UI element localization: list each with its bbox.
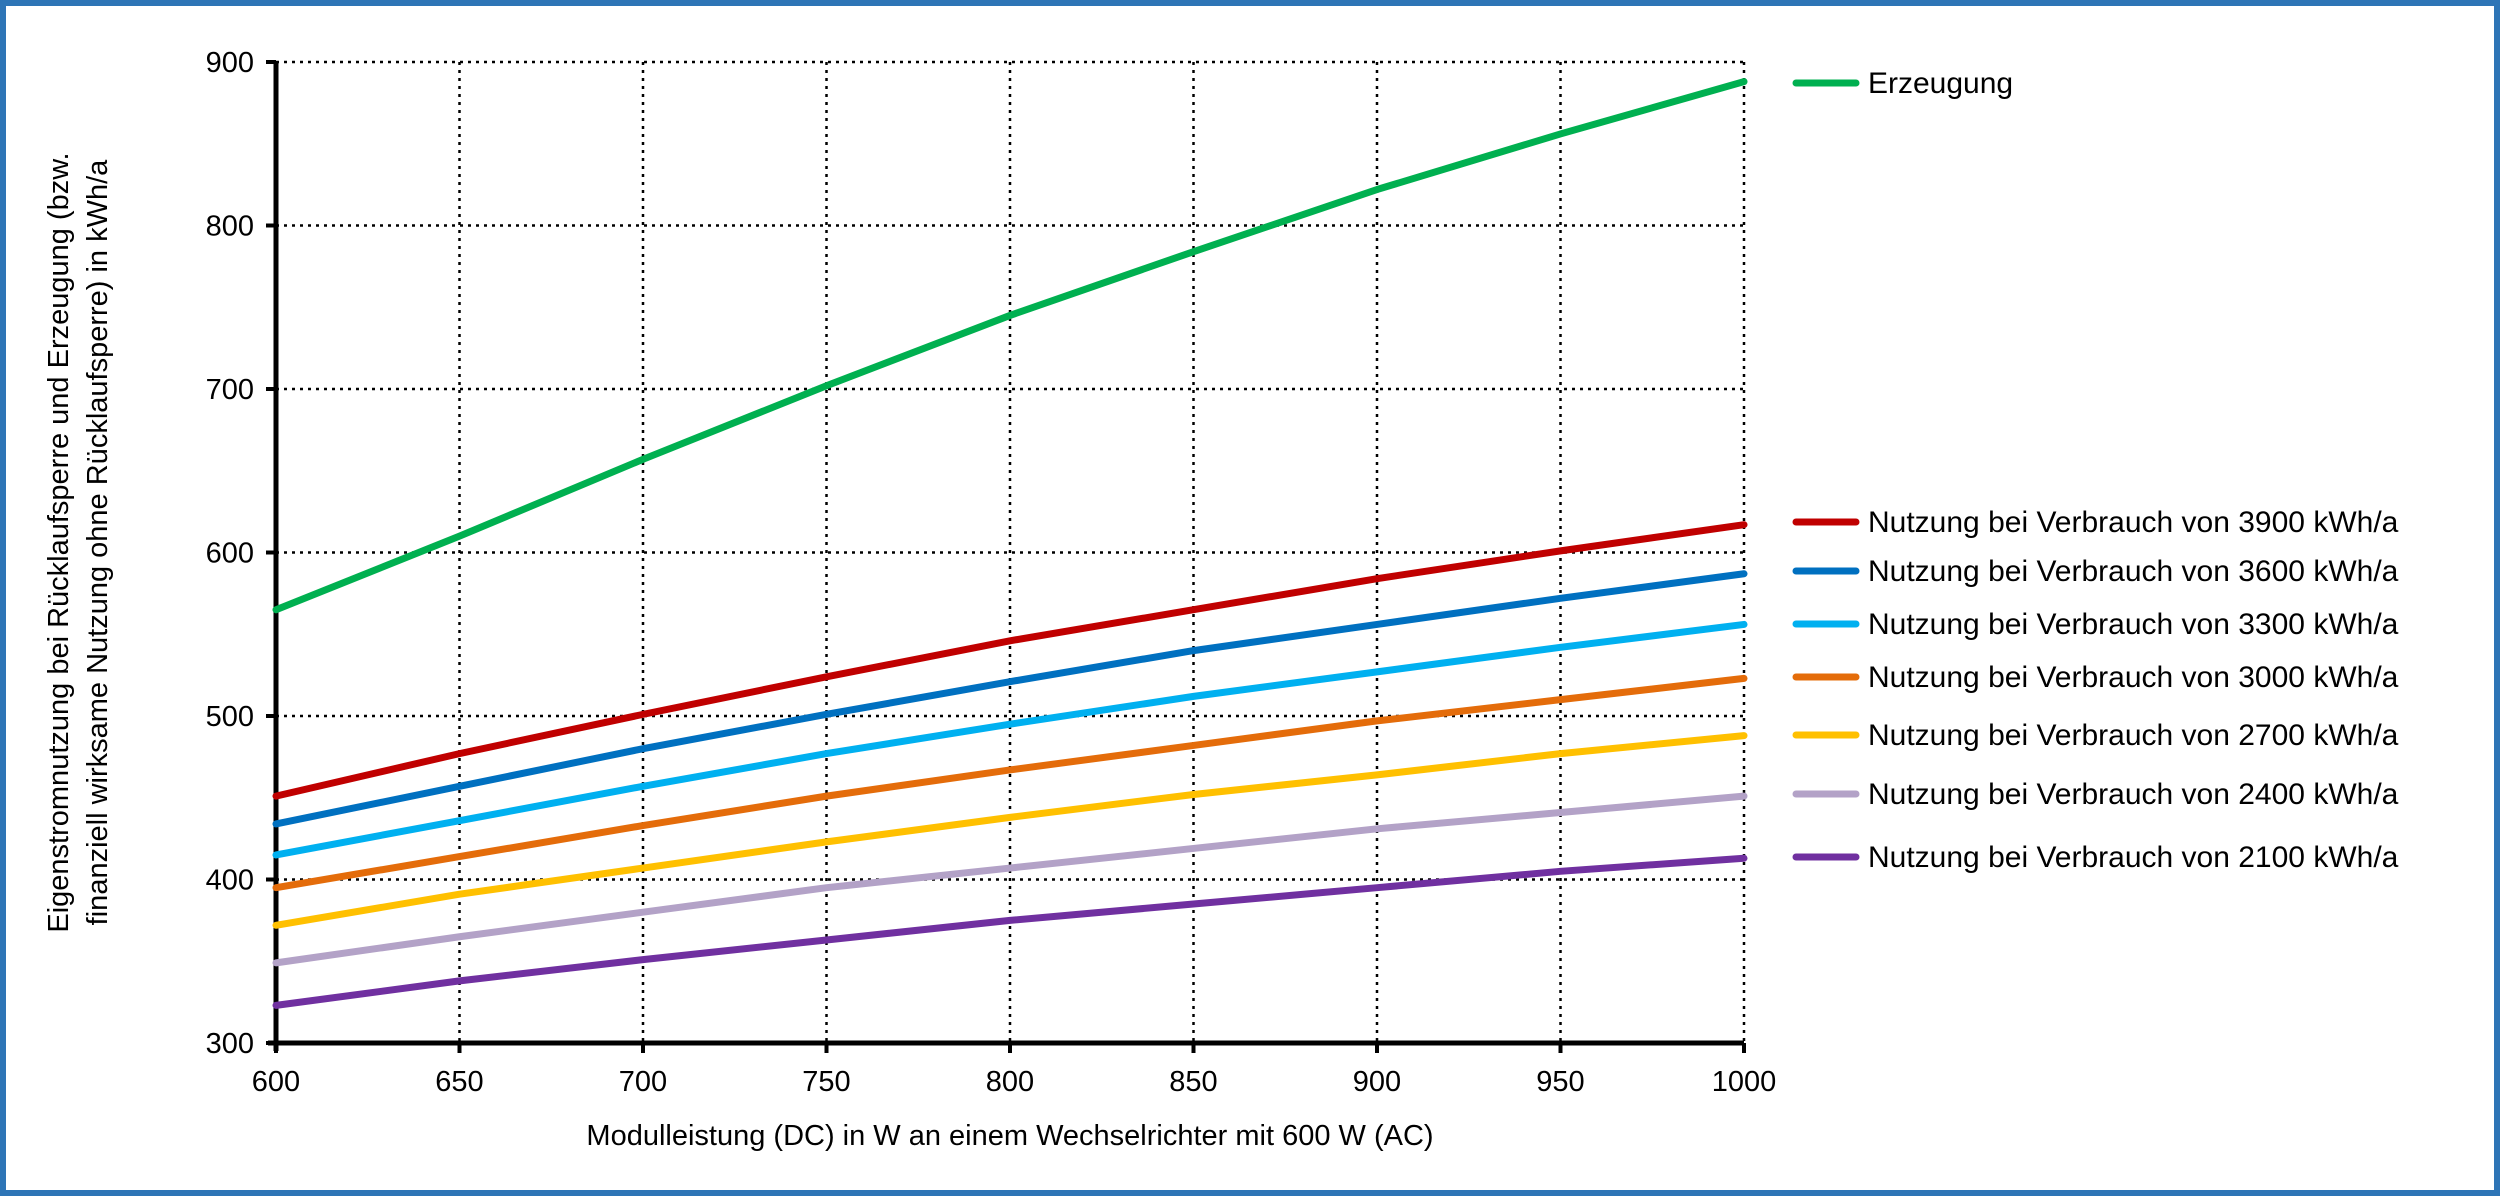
legend-label: Nutzung bei Verbrauch von 3300 kWh/a xyxy=(1868,608,2399,641)
y-axis-title-line-2: finanziell wirksame Nutzung ohne Rücklau… xyxy=(82,159,114,925)
legend-label: Nutzung bei Verbrauch von 3000 kWh/a xyxy=(1868,661,2399,694)
x-tick-label: 800 xyxy=(986,1066,1034,1098)
series-line-5 xyxy=(272,674,1748,892)
legend-item: Nutzung bei Verbrauch von 3000 kWh/a xyxy=(1792,661,2399,694)
x-tick-label: 600 xyxy=(252,1066,300,1098)
legend-item: Nutzung bei Verbrauch von 2700 kWh/a xyxy=(1792,719,2399,752)
series-line-6 xyxy=(272,732,1748,929)
legend-item: Nutzung bei Verbrauch von 3900 kWh/a xyxy=(1792,506,2399,539)
x-tick-label: 900 xyxy=(1353,1066,1401,1098)
series-line-1 xyxy=(272,78,1748,614)
x-tick-label: 700 xyxy=(619,1066,667,1098)
y-tick-label: 300 xyxy=(206,1028,254,1060)
x-tick-label: 1000 xyxy=(1712,1066,1777,1098)
x-tick-label: 950 xyxy=(1536,1066,1584,1098)
legend-item: Nutzung bei Verbrauch von 2400 kWh/a xyxy=(1792,778,2399,811)
legend-label: Nutzung bei Verbrauch von 2700 kWh/a xyxy=(1868,719,2399,752)
legend-label: Nutzung bei Verbrauch von 2100 kWh/a xyxy=(1868,841,2399,874)
x-axis-title: Modulleistung (DC) in W an einem Wechsel… xyxy=(586,1120,1433,1152)
legend-item: Erzeugung xyxy=(1792,67,2013,100)
grid xyxy=(276,60,1746,1043)
series-line-3 xyxy=(272,570,1748,828)
x-tick-label: 750 xyxy=(802,1066,850,1098)
y-tick-label: 500 xyxy=(206,701,254,733)
series-line-7 xyxy=(272,792,1748,967)
y-tick-label: 400 xyxy=(206,865,254,897)
legend-label: Nutzung bei Verbrauch von 3900 kWh/a xyxy=(1868,506,2399,539)
series-line-8 xyxy=(272,854,1748,1009)
legend: Erzeugung Nutzung bei Verbrauch von 3900 … xyxy=(1792,67,2399,874)
x-tick-labels: 600 650 700 750 800 850 900 950 1000 xyxy=(252,1066,1776,1098)
y-tick-label: 600 xyxy=(206,538,254,570)
y-tick-label: 700 xyxy=(206,374,254,406)
series-line-2 xyxy=(272,521,1748,800)
series-line-4 xyxy=(272,620,1748,859)
y-axis-title: Eigenstromnutzung bei Rücklaufsperre und… xyxy=(43,152,114,932)
y-axis-title-line-1: Eigenstromnutzung bei Rücklaufsperre und… xyxy=(43,152,75,932)
series-lines xyxy=(272,78,1748,1009)
y-tick-label: 800 xyxy=(206,211,254,243)
y-tick-labels: 300 400 500 600 700 800 900 xyxy=(206,47,254,1060)
legend-item: Nutzung bei Verbrauch von 2100 kWh/a xyxy=(1792,841,2399,874)
line-chart: 300 400 500 600 700 800 900 600 650 700 750 800 850… xyxy=(43,47,2399,1152)
y-tick-label: 900 xyxy=(206,47,254,79)
x-tick-label: 850 xyxy=(1169,1066,1217,1098)
legend-item: Nutzung bei Verbrauch von 3300 kWh/a xyxy=(1792,608,2399,641)
legend-label: Nutzung bei Verbrauch von 2400 kWh/a xyxy=(1868,778,2399,811)
legend-item: Nutzung bei Verbrauch von 3600 kWh/a xyxy=(1792,555,2399,588)
legend-label: Nutzung bei Verbrauch von 3600 kWh/a xyxy=(1868,555,2399,588)
x-tick-label: 650 xyxy=(435,1066,483,1098)
legend-label: Erzeugung xyxy=(1868,67,2013,100)
